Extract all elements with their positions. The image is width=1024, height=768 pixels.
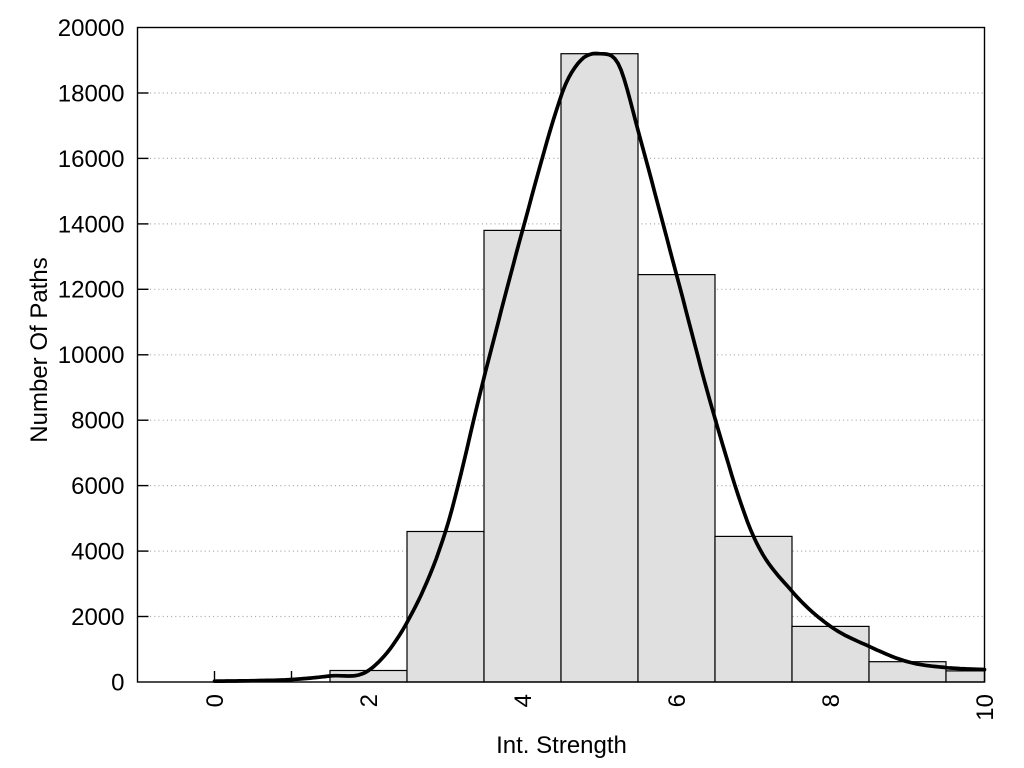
svg-text:0: 0 bbox=[111, 669, 124, 696]
svg-text:6: 6 bbox=[664, 694, 691, 707]
svg-text:2: 2 bbox=[356, 694, 383, 707]
svg-text:16000: 16000 bbox=[58, 146, 125, 173]
svg-text:10: 10 bbox=[972, 694, 999, 721]
svg-text:0: 0 bbox=[202, 694, 229, 707]
svg-text:6000: 6000 bbox=[71, 473, 124, 500]
svg-text:12000: 12000 bbox=[58, 277, 125, 304]
svg-text:8: 8 bbox=[818, 694, 845, 707]
svg-text:Number Of Paths: Number Of Paths bbox=[26, 257, 53, 442]
svg-text:18000: 18000 bbox=[58, 80, 125, 107]
svg-text:Int. Strength: Int. Strength bbox=[496, 732, 627, 759]
svg-text:4000: 4000 bbox=[71, 539, 124, 566]
svg-text:10000: 10000 bbox=[58, 342, 125, 369]
svg-text:4: 4 bbox=[510, 694, 537, 707]
svg-text:2000: 2000 bbox=[71, 604, 124, 631]
svg-text:14000: 14000 bbox=[58, 211, 125, 238]
svg-text:20000: 20000 bbox=[58, 15, 125, 42]
svg-text:8000: 8000 bbox=[71, 408, 124, 435]
